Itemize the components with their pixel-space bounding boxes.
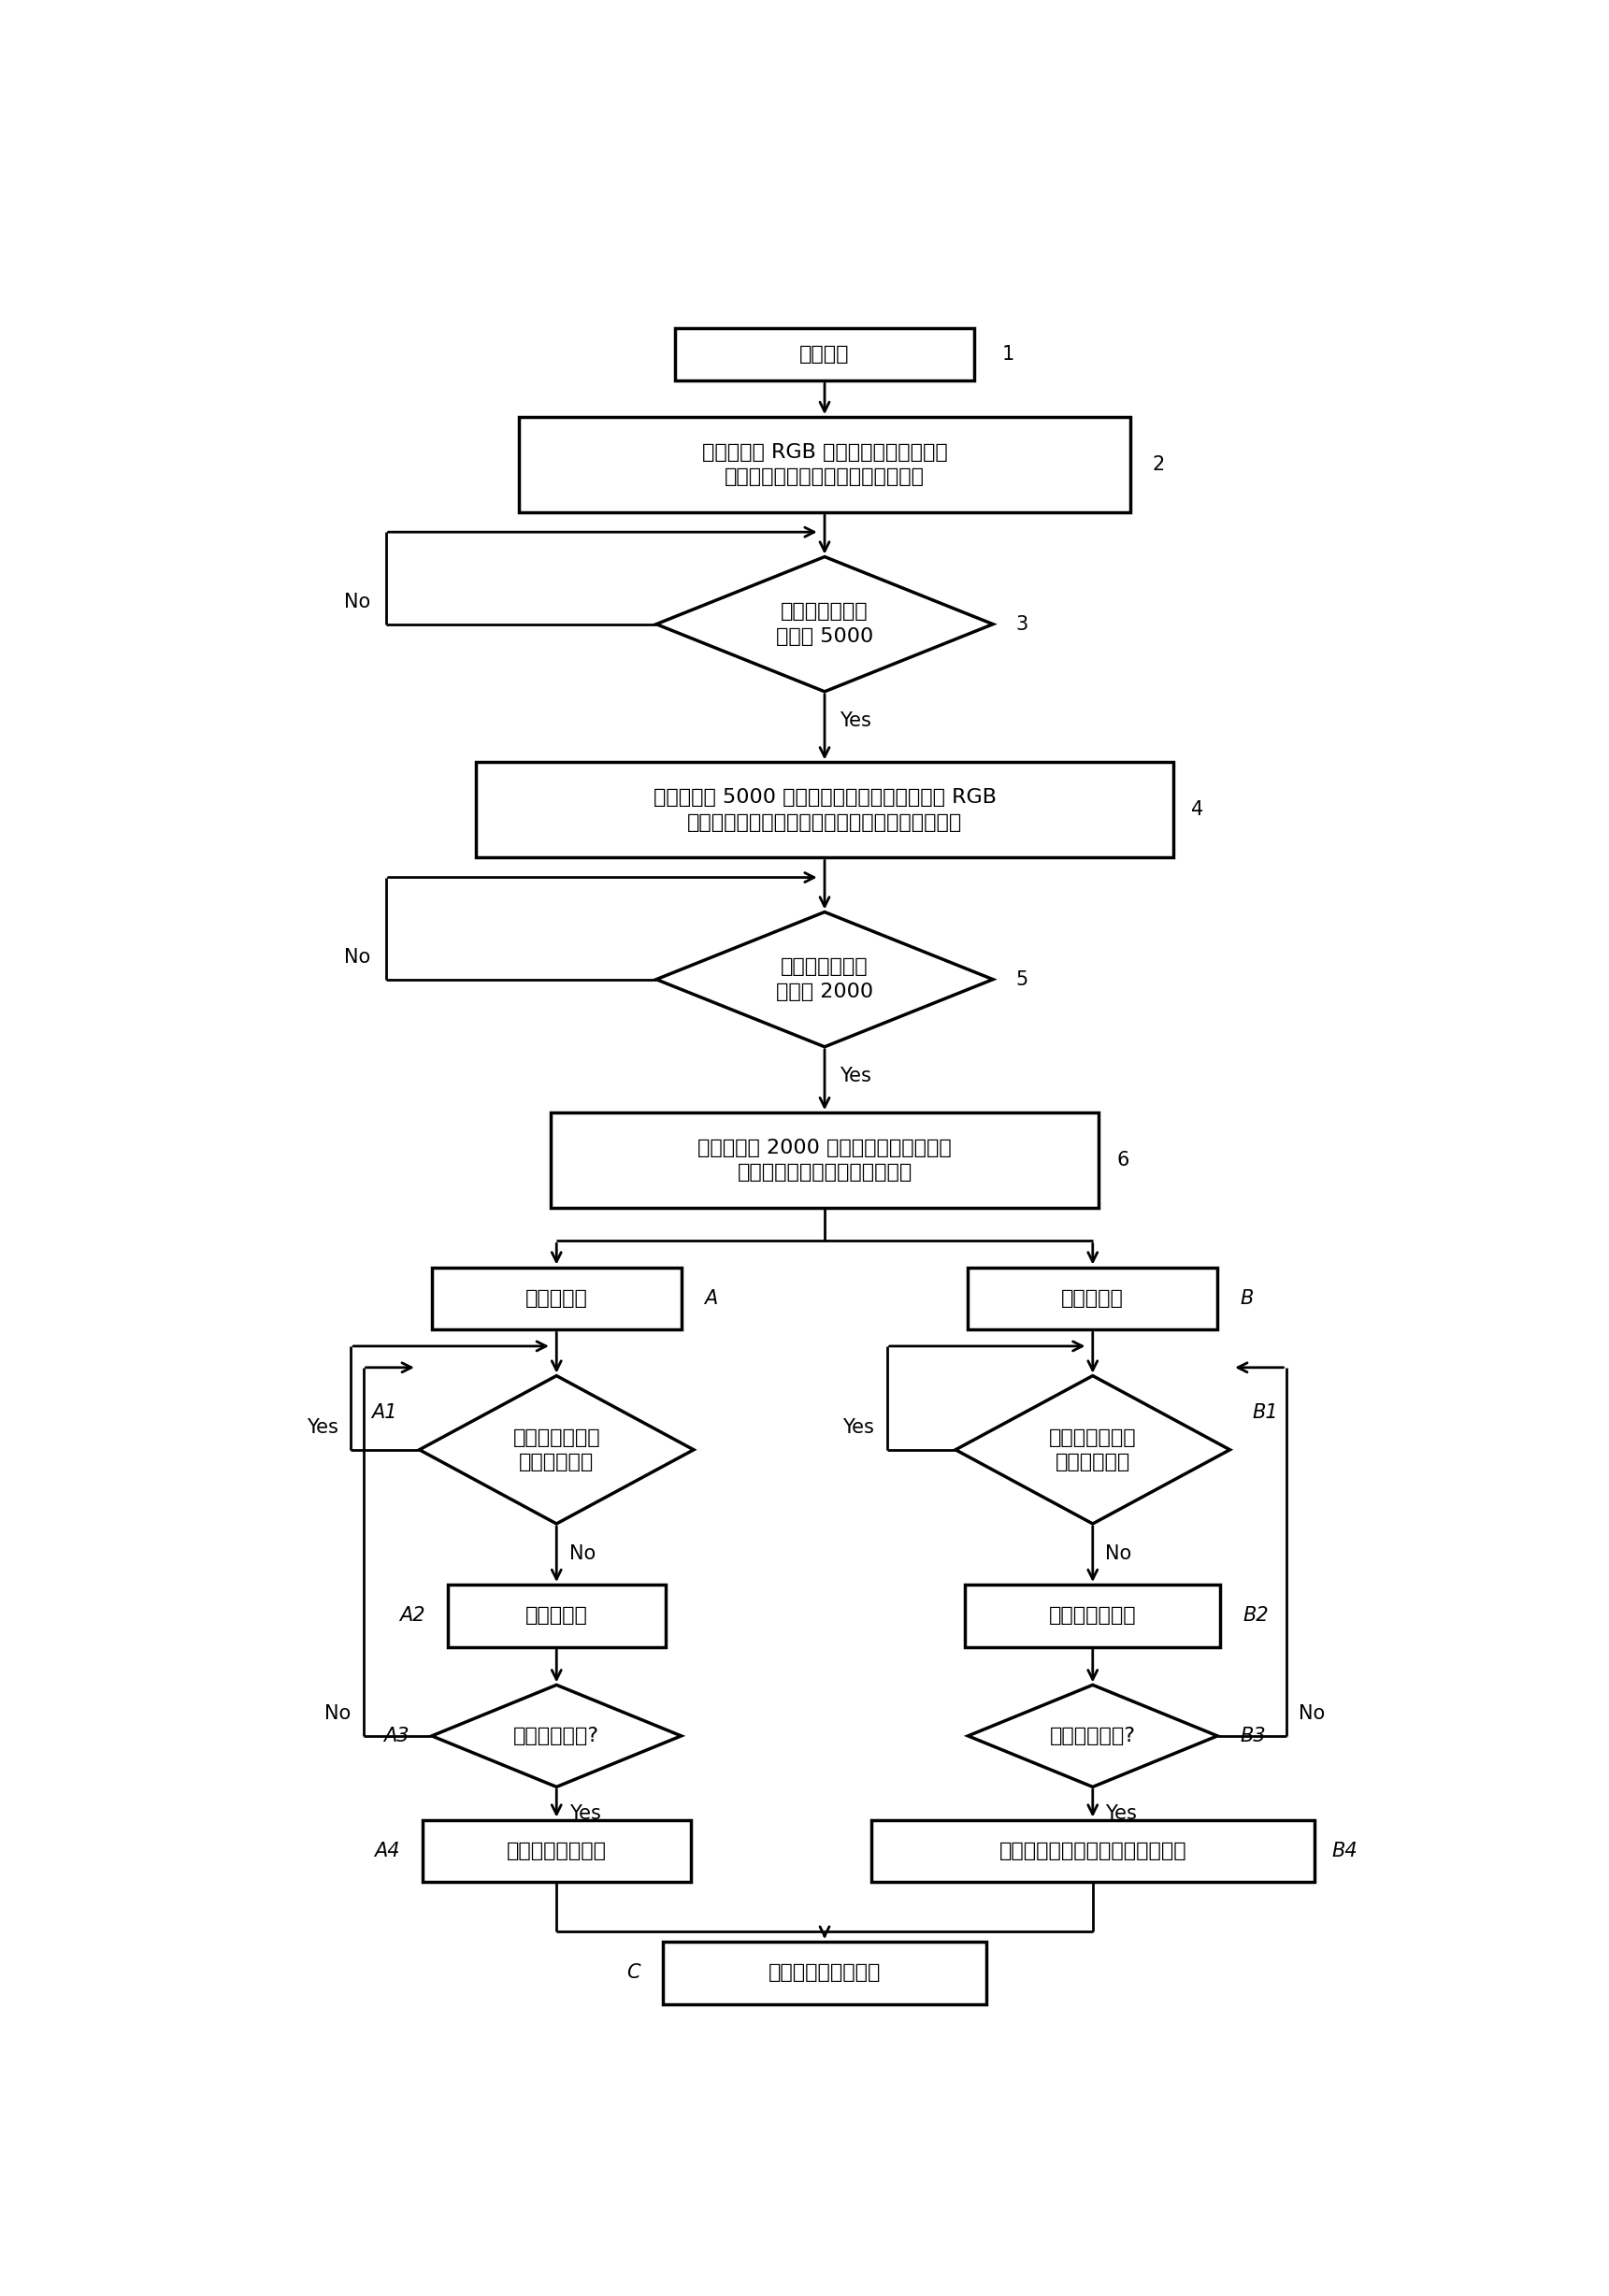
Bar — [520, 418, 1130, 512]
Text: 只保留大于 2000 的区域，闭运算，填充
空洞，去除毛刺，提取边界信息: 只保留大于 2000 的区域，闭运算，填充 空洞，去除毛刺，提取边界信息 — [698, 1139, 951, 1182]
Polygon shape — [420, 1375, 693, 1525]
Bar — [965, 1584, 1221, 1646]
Text: 5: 5 — [1015, 969, 1028, 990]
Text: Yes: Yes — [570, 1805, 600, 1823]
Text: 检测区域面积是
否大于 2000: 检测区域面积是 否大于 2000 — [776, 957, 874, 1001]
Text: 1: 1 — [1002, 344, 1014, 363]
Text: B2: B2 — [1244, 1607, 1270, 1626]
Text: 计算突变点: 计算突变点 — [1062, 1288, 1125, 1309]
Text: A2: A2 — [399, 1607, 425, 1626]
Polygon shape — [969, 1685, 1218, 1786]
Text: 求补，提取 RGB 分量，灰度图运算，直
方图均衡化处理，检测边缘，闭运算: 求补，提取 RGB 分量，灰度图运算，直 方图均衡化处理，检测边缘，闭运算 — [702, 443, 948, 487]
Bar — [431, 1267, 681, 1329]
Text: No: No — [344, 948, 370, 967]
Text: No: No — [1105, 1543, 1131, 1564]
Text: 2: 2 — [1152, 455, 1165, 473]
Bar — [676, 328, 975, 381]
Text: B1: B1 — [1252, 1403, 1278, 1421]
Bar — [969, 1267, 1218, 1329]
Text: Yes: Yes — [843, 1419, 875, 1437]
Text: B: B — [1241, 1288, 1253, 1309]
Text: A3: A3 — [383, 1727, 409, 1745]
Text: Yes: Yes — [840, 712, 870, 730]
Text: 检测区域面积是
否大于 5000: 检测区域面积是 否大于 5000 — [776, 602, 874, 645]
Text: 存储该点突变点: 存储该点突变点 — [1049, 1607, 1136, 1626]
Text: 求平均，输出结果: 求平均，输出结果 — [507, 1841, 607, 1860]
Text: No: No — [570, 1543, 595, 1564]
Text: No: No — [1298, 1704, 1324, 1722]
Text: B4: B4 — [1332, 1841, 1358, 1860]
Text: 检测是否结束?: 检测是否结束? — [1049, 1727, 1136, 1745]
Polygon shape — [956, 1375, 1229, 1525]
Text: 3: 3 — [1015, 615, 1028, 634]
Text: Yes: Yes — [1105, 1805, 1138, 1823]
Bar — [872, 1821, 1315, 1883]
Text: 建立并检验分类模型: 建立并检验分类模型 — [769, 1963, 880, 1981]
Bar — [447, 1584, 666, 1646]
Text: 只保留大于 5000 的区域，膨胀运算，重写读取 RGB
分量，自适应调整，检测边缘，闭运算，填充空洞: 只保留大于 5000 的区域，膨胀运算，重写读取 RGB 分量，自适应调整，检测… — [653, 788, 996, 831]
Text: 存储该点曲: 存储该点曲 — [525, 1607, 587, 1626]
Bar — [663, 1942, 986, 2004]
Bar — [550, 1114, 1099, 1208]
Polygon shape — [656, 556, 993, 691]
Polygon shape — [431, 1685, 681, 1786]
Text: B3: B3 — [1241, 1727, 1266, 1745]
Text: 读取图像: 读取图像 — [800, 344, 850, 363]
Text: Yes: Yes — [307, 1419, 338, 1437]
Text: A1: A1 — [372, 1403, 397, 1421]
Bar — [476, 762, 1175, 859]
Text: A4: A4 — [375, 1841, 401, 1860]
Text: 提取边界总长度，计算平均弧线长: 提取边界总长度，计算平均弧线长 — [999, 1841, 1186, 1860]
Text: No: No — [344, 592, 370, 611]
Text: Yes: Yes — [840, 1068, 870, 1086]
Text: No: No — [325, 1704, 351, 1722]
Text: 6: 6 — [1117, 1150, 1130, 1169]
Text: 检测所求曲率角
是否为无穷大: 检测所求曲率角 是否为无穷大 — [513, 1428, 600, 1472]
Text: C: C — [626, 1963, 640, 1981]
Text: A: A — [703, 1288, 718, 1309]
Text: 相邻三点所成角
是否大于阙值: 相邻三点所成角 是否大于阙值 — [1049, 1428, 1136, 1472]
Bar — [423, 1821, 690, 1883]
Text: 计算曲率角: 计算曲率角 — [525, 1288, 587, 1309]
Text: 4: 4 — [1191, 801, 1204, 820]
Text: 检测是否结束?: 检测是否结束? — [513, 1727, 600, 1745]
Polygon shape — [656, 912, 993, 1047]
